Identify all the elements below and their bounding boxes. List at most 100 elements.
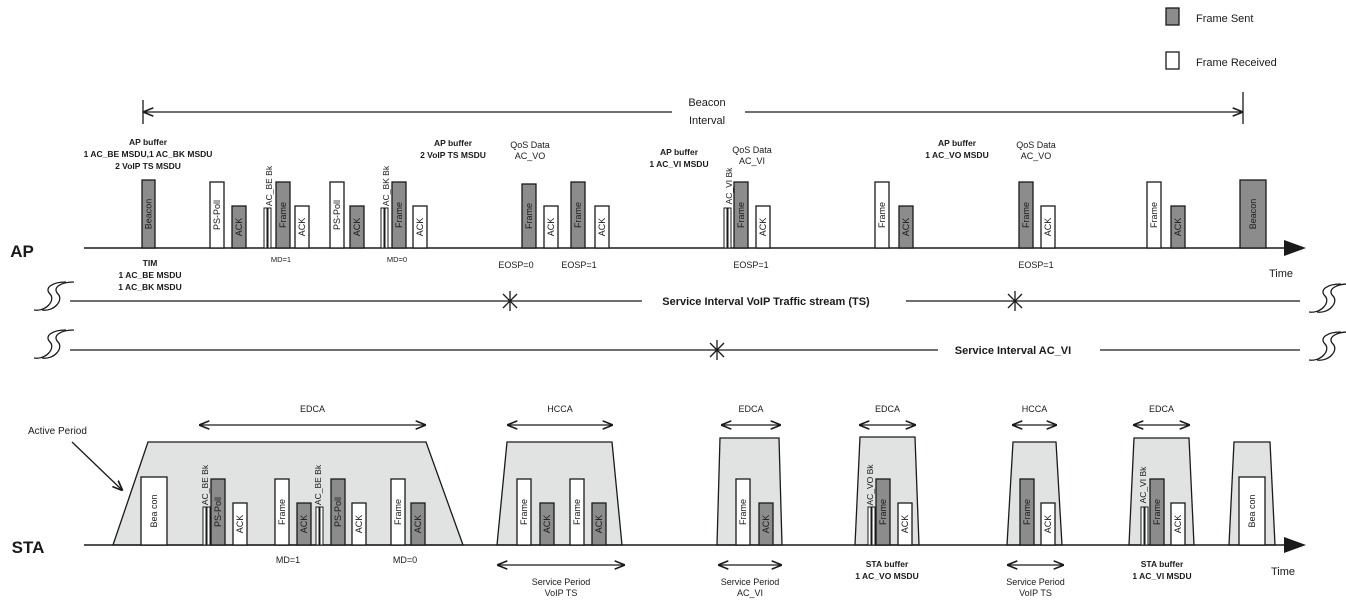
sta-frame-19 [875, 478, 891, 546]
ap-buffer-4-line-2: 1 AC_VO MSDU [925, 150, 988, 160]
sta-frame-7-b [319, 506, 324, 546]
qos-label-3-line-1: QoS Data [1016, 140, 1056, 150]
ap-frame-19 [874, 181, 890, 249]
sta-frame-14 [569, 478, 585, 546]
ap-label: AP [10, 242, 34, 261]
squiggle-ts-right [1308, 283, 1342, 313]
sta-frame-16 [735, 478, 751, 546]
tim-line-2: 1 AC_BE MSDU [119, 270, 182, 280]
ap-frame-12-label: Frame [524, 203, 534, 229]
ap-frame-21-label: Frame [1021, 202, 1031, 228]
sta-frame-17-label: ACK [761, 515, 771, 534]
ap-mark-5: EOSP=1 [733, 260, 768, 270]
sta-frame-5 [274, 478, 290, 546]
sta-frame-15 [591, 502, 607, 546]
ap-frame-14 [570, 181, 586, 249]
ap-frame-24-label: ACK [1173, 218, 1183, 237]
tim-line-1: TIM [143, 258, 158, 268]
service-period-3-line-1: Service Period [1006, 577, 1065, 587]
labels: Frame Sent Frame Received Beacon Interval AP… [10, 13, 1295, 598]
sta-frame-21 [1019, 478, 1035, 546]
ap-frame-20 [898, 205, 914, 249]
sta-frame-7-label: AC_BE Bk [313, 464, 323, 505]
sta-timeline-arrowhead [1284, 537, 1306, 553]
ap-frame-23 [1146, 181, 1162, 249]
service-interval-vi-label: Service Interval AC_VI [955, 345, 1071, 357]
ap-frame-13-label: ACK [546, 218, 556, 237]
sta-frame-26 [1238, 476, 1266, 546]
sta-buffer-2-line-2: 1 AC_VI MSDU [1132, 571, 1191, 581]
sta-frame-20-label: ACK [900, 515, 910, 534]
ap-frame-15-label: ACK [597, 218, 607, 237]
ap-frame-25-label: Beacon [1248, 199, 1258, 230]
ap-frame-10 [391, 181, 407, 249]
ap-frame-15 [594, 205, 610, 249]
sta-frame-16-label: Frame [738, 499, 748, 525]
ap-timeline-arrowhead [1284, 240, 1306, 256]
sta-frame-12 [516, 478, 532, 546]
active-period-label: Active Period [28, 426, 87, 437]
sta-mark-1: MD=1 [276, 555, 300, 565]
ap-frame-1 [141, 179, 156, 249]
sta-frame-13-label: ACK [542, 515, 552, 534]
sta-frame-10-label: Frame [393, 499, 403, 525]
ap-frame-8-label: ACK [352, 218, 362, 237]
qos-label-2-line-2: AC_VI [739, 156, 765, 166]
ap-frame-16-label: AC_VI Bk [724, 167, 734, 205]
squiggle-ts-right-b [1316, 283, 1346, 313]
sta-mark-2: MD=0 [393, 555, 417, 565]
sta-frame-1 [140, 476, 168, 546]
ap-frame-9-label: AC_BK Bk [381, 165, 391, 206]
ap-frame-4-label: AC_BE Bk [264, 165, 274, 206]
sta-frame-1-label: Bea con [149, 494, 159, 527]
sta-access-label-5: HCCA [1022, 404, 1048, 414]
sta-frame-7 [315, 506, 320, 546]
tim-line-3: 1 AC_BK MSDU [118, 282, 181, 292]
ap-mark-2: MD=0 [387, 255, 407, 264]
sta-frame-8-label: PS-Poll [333, 497, 343, 527]
ap-buffer-1-line-2: 1 AC_BE MSDU,1 AC_BK MSDU [84, 149, 213, 159]
ap-frame-18 [755, 205, 771, 249]
service-interval-ts-label: Service Interval VoIP Traffic stream (TS… [662, 296, 870, 308]
sta-frame-11 [410, 502, 426, 546]
ap-frame-10-label: Frame [394, 202, 404, 228]
sta-frame-9 [351, 502, 367, 546]
legend-received-swatch [1165, 51, 1180, 70]
squiggle-ts-left-b [41, 281, 75, 311]
ap-frame-25 [1239, 179, 1267, 249]
sta-frame-3-label: PS-Poll [213, 497, 223, 527]
ap-mark-1: MD=1 [271, 255, 291, 264]
ap-mark-4: EOSP=1 [561, 260, 596, 270]
sta-frame-24-label: Frame [1152, 499, 1162, 525]
ap-buffer-2-line-1: AP buffer [434, 138, 473, 148]
beacon-interval-label-2: Interval [689, 115, 725, 127]
ap-frame-18-label: ACK [758, 218, 768, 237]
ap-frame-24 [1170, 205, 1186, 249]
ap-frame-16-b [727, 207, 732, 249]
ap-frame-17-label: Frame [736, 202, 746, 228]
ap-frame-6 [294, 205, 310, 249]
sta-buffer-1-line-1: STA buffer [866, 559, 909, 569]
qos-label-1-line-1: QoS Data [510, 140, 550, 150]
service-period-1-line-2: VoIP TS [545, 588, 578, 598]
ap-frame-8 [349, 205, 365, 249]
sta-frame-12-label: Frame [519, 499, 529, 525]
service-period-2-line-1: Service Period [721, 577, 780, 587]
ap-frame-4 [263, 207, 268, 249]
sta-label: STA [12, 538, 45, 557]
sta-frame-2 [202, 506, 207, 546]
sta-frame-25-label: ACK [1173, 515, 1183, 534]
qos-label-3-line-2: AC_VO [1021, 151, 1052, 161]
qos-label-2-line-1: QoS Data [732, 145, 772, 155]
sta-frame-4 [232, 502, 248, 546]
ap-frame-19-label: Frame [877, 202, 887, 228]
ap-buffer-3-line-2: 1 AC_VI MSDU [649, 159, 708, 169]
sta-frame-14-label: Frame [572, 499, 582, 525]
sta-frame-23-b [1144, 506, 1149, 546]
sta-frame-23 [1140, 506, 1145, 546]
sta-buffer-1-line-2: 1 AC_VO MSDU [855, 571, 918, 581]
sta-frame-4-label: ACK [235, 515, 245, 534]
sta-frame-13 [539, 502, 555, 546]
ap-frame-16 [723, 207, 728, 249]
sta-frame-18-label: AC_VO Bk [865, 464, 875, 506]
